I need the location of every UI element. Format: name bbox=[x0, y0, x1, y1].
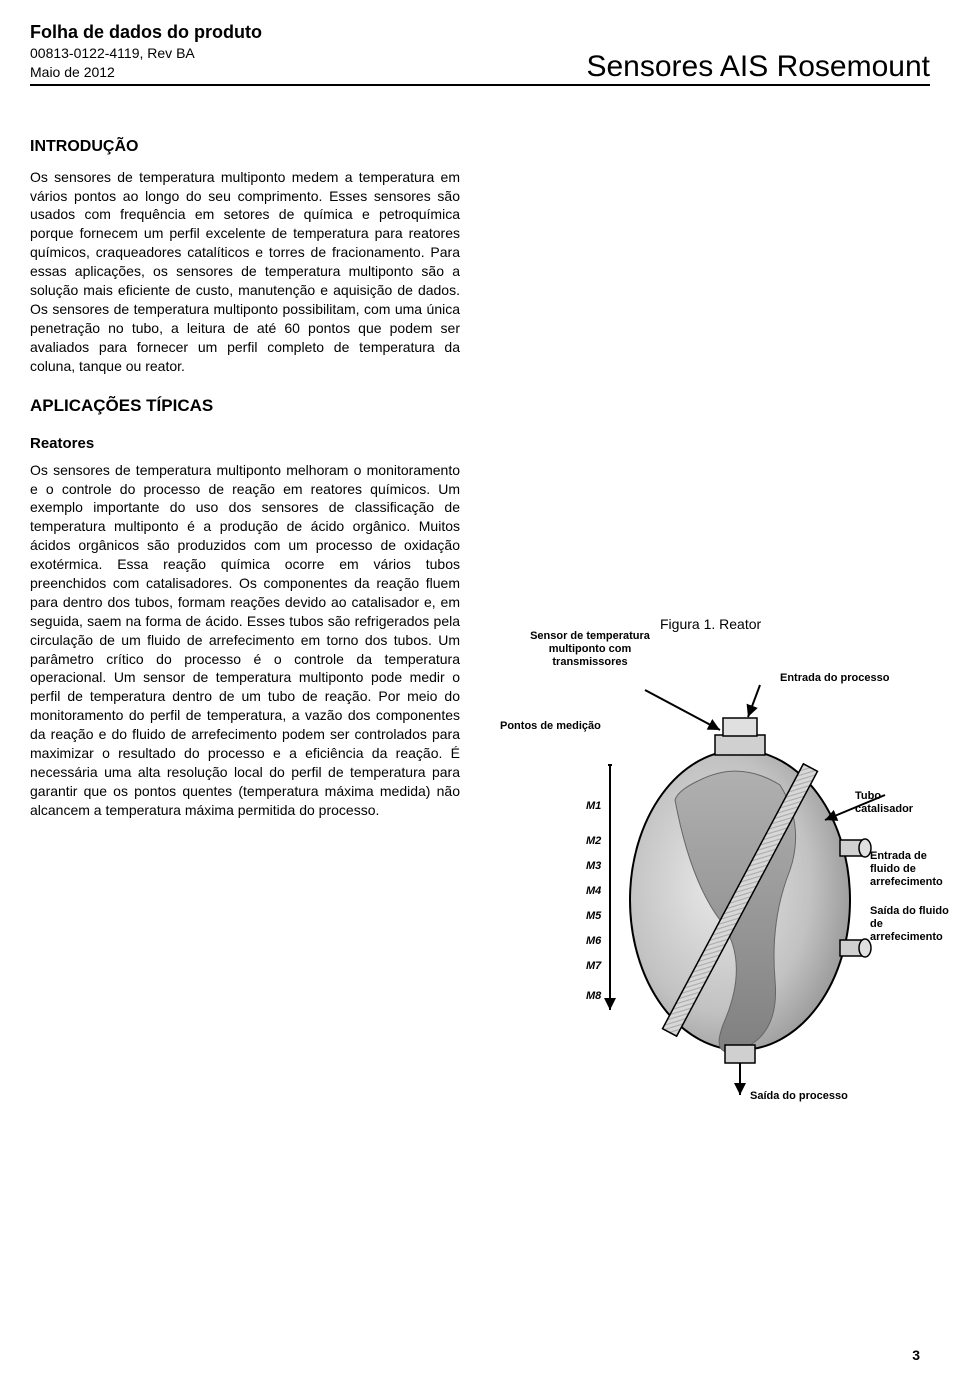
label-process-outlet: Saída do processo bbox=[750, 1090, 848, 1103]
left-column: INTRODUÇÃO Os sensores de temperatura mu… bbox=[30, 116, 460, 1130]
point-m4: M4 bbox=[586, 885, 601, 897]
label-cooling-out: Saída do fluido de arrefecimento bbox=[870, 905, 950, 945]
product-title: Sensores AIS Rosemount bbox=[586, 50, 930, 84]
point-m1: M1 bbox=[586, 800, 601, 812]
reactors-heading: Reatores bbox=[30, 434, 460, 454]
point-m3: M3 bbox=[586, 860, 601, 872]
label-catalyst-tube: Tubo catalisador bbox=[855, 790, 935, 816]
reactor-svg bbox=[490, 640, 930, 1130]
applications-heading: APLICAÇÕES TÍPICAS bbox=[30, 395, 460, 418]
figure-title: Figura 1. Reator bbox=[660, 616, 930, 632]
intro-heading: INTRODUÇÃO bbox=[30, 136, 460, 158]
label-process-inlet: Entrada do processo bbox=[780, 672, 889, 685]
point-m5: M5 bbox=[586, 910, 601, 922]
point-m2: M2 bbox=[586, 835, 601, 847]
doc-type: Folha de dados do produto bbox=[30, 20, 262, 44]
point-m6: M6 bbox=[586, 935, 601, 947]
reactor-diagram: Sensor de temperatura multiponto com tra… bbox=[490, 640, 930, 1130]
intro-body: Os sensores de temperatura multiponto me… bbox=[30, 168, 460, 376]
figure-reactor: Figura 1. Reator bbox=[490, 616, 930, 1130]
doc-code: 00813-0122-4119, Rev BA bbox=[30, 44, 262, 63]
page-number: 3 bbox=[912, 1347, 920, 1363]
page-header: Folha de dados do produto 00813-0122-411… bbox=[30, 20, 930, 86]
point-m7: M7 bbox=[586, 960, 601, 972]
doc-date: Maio de 2012 bbox=[30, 63, 262, 82]
right-column: Figura 1. Reator bbox=[490, 116, 930, 1130]
point-m8: M8 bbox=[586, 990, 601, 1002]
label-measurement-points: Pontos de medição bbox=[500, 720, 620, 733]
label-sensor: Sensor de temperatura multiponto com tra… bbox=[530, 630, 650, 670]
header-left: Folha de dados do produto 00813-0122-411… bbox=[30, 20, 262, 82]
label-cooling-in: Entrada de fluido de arrefecimento bbox=[870, 850, 950, 890]
reactors-body: Os sensores de temperatura multiponto me… bbox=[30, 461, 460, 820]
